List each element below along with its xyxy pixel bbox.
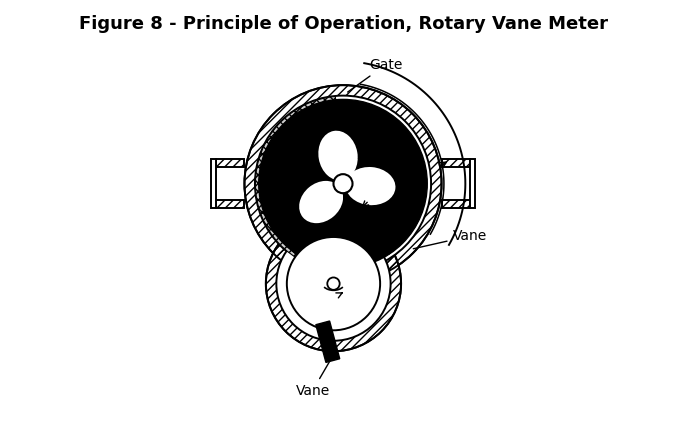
Bar xyxy=(316,321,340,362)
Text: Gate: Gate xyxy=(348,58,403,92)
Bar xyxy=(442,159,470,168)
Circle shape xyxy=(333,174,353,193)
Bar xyxy=(216,200,244,208)
Circle shape xyxy=(266,216,401,351)
Circle shape xyxy=(255,95,431,272)
Wedge shape xyxy=(255,96,340,271)
Circle shape xyxy=(276,227,390,341)
Bar xyxy=(216,159,244,168)
Circle shape xyxy=(339,180,347,187)
Circle shape xyxy=(259,99,427,268)
Circle shape xyxy=(287,237,380,330)
Circle shape xyxy=(244,85,442,282)
Bar xyxy=(211,159,216,208)
Text: Vane: Vane xyxy=(413,229,487,249)
Ellipse shape xyxy=(318,131,357,181)
Ellipse shape xyxy=(299,181,343,223)
Text: Figure 8 - Principle of Operation, Rotary Vane Meter: Figure 8 - Principle of Operation, Rotar… xyxy=(78,15,608,33)
Bar xyxy=(378,213,417,254)
Ellipse shape xyxy=(346,167,395,205)
Bar xyxy=(442,200,470,208)
Bar xyxy=(470,159,475,208)
Text: Vane: Vane xyxy=(296,361,330,398)
Circle shape xyxy=(327,277,340,290)
